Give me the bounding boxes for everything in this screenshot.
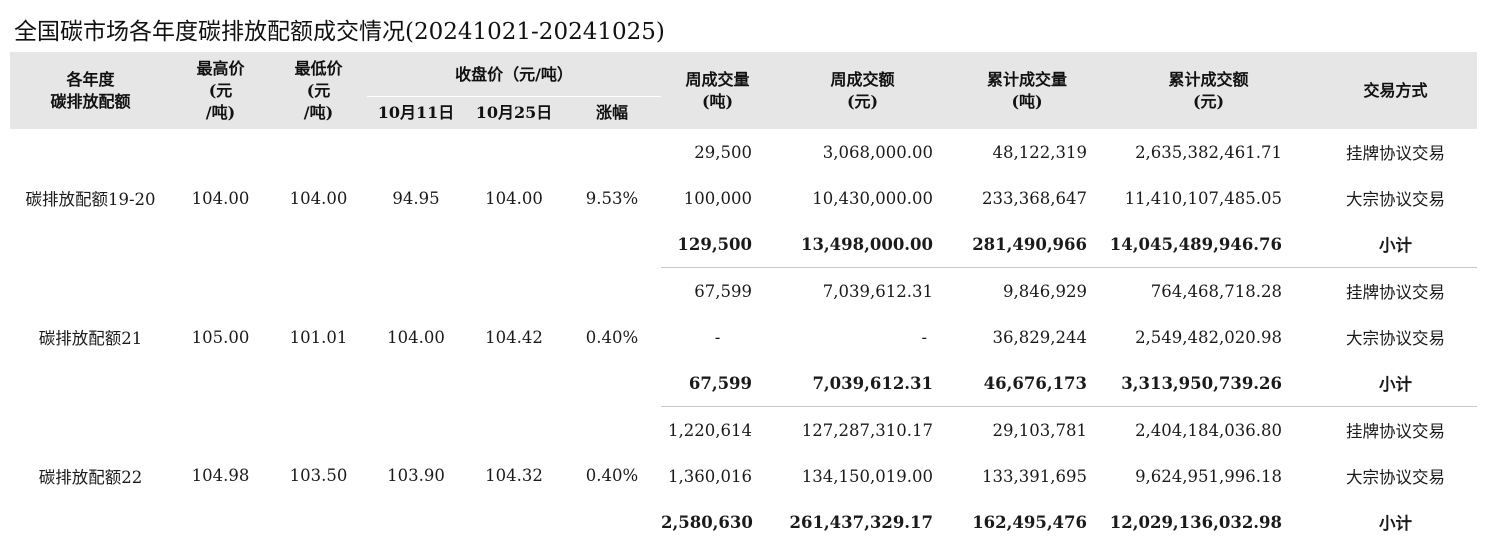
cell-cum-amount: 3,313,950,739.26 xyxy=(1103,360,1314,407)
header-category: 各年度碳排放配额 xyxy=(10,52,171,129)
cell-trade-mode: 大宗协议交易 xyxy=(1314,453,1477,499)
header-high-price: 最高价(元/吨) xyxy=(171,52,270,129)
cell-week-volume: 2,580,630 xyxy=(661,499,774,545)
cell-week-volume: 100,000 xyxy=(661,175,774,221)
cell-week-amount: 134,150,019.00 xyxy=(774,453,951,499)
header-week-volume: 周成交量(吨) xyxy=(661,52,774,129)
header-week-amount: 周成交额(元) xyxy=(774,52,951,129)
cell-close-oct25: 104.42 xyxy=(465,268,563,407)
cell-category: 碳排放配额21 xyxy=(10,268,171,407)
cell-cum-amount: 12,029,136,032.98 xyxy=(1103,499,1314,545)
cell-trade-mode: 小计 xyxy=(1314,360,1477,407)
cell-category: 碳排放配额22 xyxy=(10,407,171,545)
header-trade-mode: 交易方式 xyxy=(1314,52,1477,129)
cell-week-amount: - xyxy=(774,314,951,360)
table-title: 全国碳市场各年度碳排放配额成交情况(20241021-20241025) xyxy=(14,16,665,48)
table-header: 各年度碳排放配额 最高价(元/吨) 最低价(元/吨) 收盘价（元/吨） 周成交量… xyxy=(10,52,1477,129)
cell-trade-mode: 大宗协议交易 xyxy=(1314,314,1477,360)
cell-close-oct11: 103.90 xyxy=(367,407,465,545)
cell-cum-volume: 36,829,244 xyxy=(951,314,1103,360)
cell-cum-volume: 46,676,173 xyxy=(951,360,1103,407)
cell-week-amount: 127,287,310.17 xyxy=(774,407,951,454)
cell-low-price: 104.00 xyxy=(270,129,367,268)
header-cum-volume: 累计成交量(吨) xyxy=(951,52,1103,129)
cell-close-oct11: 104.00 xyxy=(367,268,465,407)
cell-week-amount: 13,498,000.00 xyxy=(774,221,951,268)
cell-cum-volume: 133,391,695 xyxy=(951,453,1103,499)
cell-week-volume: - xyxy=(661,314,774,360)
cell-cum-volume: 233,368,647 xyxy=(951,175,1103,221)
cell-change: 0.40% xyxy=(563,407,661,545)
cell-low-price: 103.50 xyxy=(270,407,367,545)
cell-cum-volume: 281,490,966 xyxy=(951,221,1103,268)
cell-low-price: 101.01 xyxy=(270,268,367,407)
header-close-oct25: 10月25日 xyxy=(465,97,563,129)
cell-close-oct11: 94.95 xyxy=(367,129,465,268)
cell-week-amount: 10,430,000.00 xyxy=(774,175,951,221)
cell-trade-mode: 大宗协议交易 xyxy=(1314,175,1477,221)
cell-trade-mode: 挂牌协议交易 xyxy=(1314,268,1477,315)
cell-week-amount: 7,039,612.31 xyxy=(774,268,951,315)
cell-close-oct25: 104.00 xyxy=(465,129,563,268)
cell-week-volume: 1,360,016 xyxy=(661,453,774,499)
cell-close-oct25: 104.32 xyxy=(465,407,563,545)
cell-cum-amount: 14,045,489,946.76 xyxy=(1103,221,1314,268)
cell-week-volume: 1,220,614 xyxy=(661,407,774,454)
cell-week-volume: 129,500 xyxy=(661,221,774,268)
cell-cum-amount: 2,635,382,461.71 xyxy=(1103,129,1314,175)
header-low-price: 最低价(元/吨) xyxy=(270,52,367,129)
cell-week-amount: 3,068,000.00 xyxy=(774,129,951,175)
cell-cum-amount: 2,404,184,036.80 xyxy=(1103,407,1314,454)
cell-cum-volume: 29,103,781 xyxy=(951,407,1103,454)
cell-category: 碳排放配额19-20 xyxy=(10,129,171,268)
cell-change: 9.53% xyxy=(563,129,661,268)
header-cum-amount: 累计成交额(元) xyxy=(1103,52,1314,129)
cell-high-price: 104.00 xyxy=(171,129,270,268)
cell-week-volume: 67,599 xyxy=(661,360,774,407)
header-close-price-group: 收盘价（元/吨） xyxy=(367,52,661,97)
cell-cum-amount: 2,549,482,020.98 xyxy=(1103,314,1314,360)
carbon-quota-table: 各年度碳排放配额 最高价(元/吨) 最低价(元/吨) 收盘价（元/吨） 周成交量… xyxy=(10,52,1477,545)
cell-cum-volume: 9,846,929 xyxy=(951,268,1103,315)
cell-week-volume: 29,500 xyxy=(661,129,774,175)
cell-cum-volume: 48,122,319 xyxy=(951,129,1103,175)
cell-week-amount: 261,437,329.17 xyxy=(774,499,951,545)
cell-high-price: 105.00 xyxy=(171,268,270,407)
cell-cum-volume: 162,495,476 xyxy=(951,499,1103,545)
cell-cum-amount: 764,468,718.28 xyxy=(1103,268,1314,315)
cell-trade-mode: 小计 xyxy=(1314,499,1477,545)
header-change: 涨幅 xyxy=(563,97,661,129)
cell-cum-amount: 11,410,107,485.05 xyxy=(1103,175,1314,221)
cell-week-amount: 7,039,612.31 xyxy=(774,360,951,407)
header-close-oct11: 10月11日 xyxy=(367,97,465,129)
cell-change: 0.40% xyxy=(563,268,661,407)
cell-trade-mode: 挂牌协议交易 xyxy=(1314,407,1477,454)
cell-week-volume: 67,599 xyxy=(661,268,774,315)
cell-trade-mode: 小计 xyxy=(1314,221,1477,268)
cell-high-price: 104.98 xyxy=(171,407,270,545)
cell-cum-amount: 9,624,951,996.18 xyxy=(1103,453,1314,499)
cell-trade-mode: 挂牌协议交易 xyxy=(1314,129,1477,175)
